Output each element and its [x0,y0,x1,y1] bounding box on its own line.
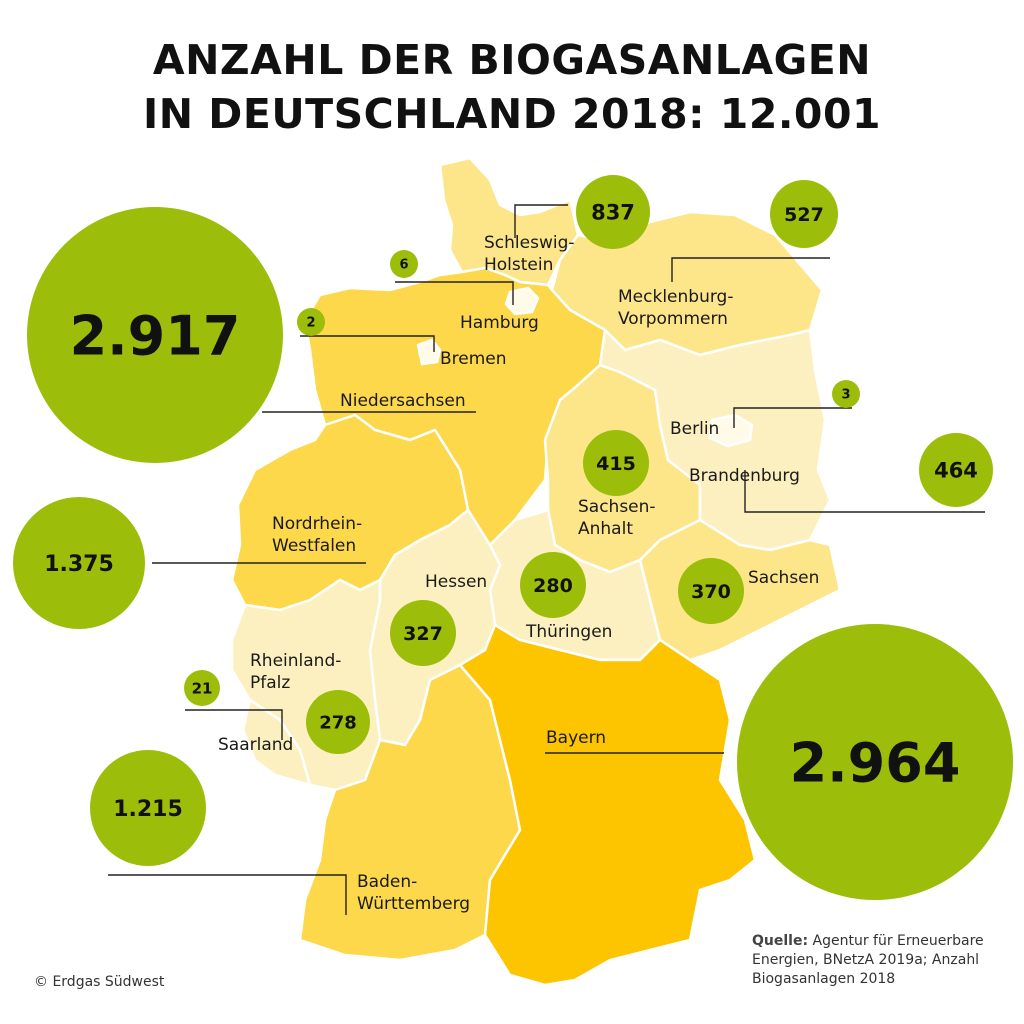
source-note: Quelle: Agentur für Erneuerbare Energien… [752,932,1012,989]
state-label-line: Sachsen [748,568,819,588]
state-label-rheinland-pfalz: Rheinland-Pfalz [250,651,341,693]
state-label-bayern: Bayern [546,728,606,748]
state-label-sachsen-anhalt: Sachsen-Anhalt [578,497,656,539]
leader-line-bremen [300,335,435,352]
leader-line-berlin [733,407,852,428]
count-value-baden-wuerttemberg: 1.215 [113,797,183,822]
state-label-line: Württemberg [357,894,470,914]
count-value-sachsen-anhalt: 415 [596,453,636,475]
count-value-schleswig-holstein: 837 [591,201,635,225]
count-value-berlin: 3 [841,388,850,403]
state-label-niedersachsen: Niedersachsen [340,391,466,411]
count-value-thueringen: 280 [533,575,573,597]
state-label-line: Berlin [670,419,719,439]
count-bubble-mecklenburg-vorpommern [770,180,838,248]
title-line-1: ANZAHL DER BIOGASANLAGEN [152,36,872,84]
count-value-mecklenburg-vorpommern: 527 [784,204,824,226]
region-bayern [458,623,757,987]
leader-line-schleswig-holstein [514,204,568,238]
count-bubble-sachsen [678,558,744,624]
state-label-line: Anhalt [578,519,633,539]
state-label-line: Vorpommern [618,309,728,329]
leader-line-brandenburg [744,470,985,513]
count-bubble-saarland [184,670,220,706]
count-bubble-niedersachsen [27,207,283,463]
region-hamburg [504,286,540,316]
state-label-bremen: Bremen [440,349,507,369]
count-bubble-brandenburg [919,433,993,507]
count-bubble-thueringen [520,552,586,618]
leader-line-hamburg [395,281,514,305]
count-value-hamburg: 6 [399,258,408,273]
state-label-line: Niedersachsen [340,391,466,411]
state-label-line: Nordrhein- [272,514,362,534]
state-label-line: Hamburg [460,313,539,333]
count-bubble-hamburg [390,250,418,278]
region-schleswig-holstein [438,156,580,287]
count-value-bayern: 2.964 [790,731,961,794]
state-label-line: Holstein [484,255,553,275]
copyright: © Erdgas Südwest [34,974,165,990]
count-value-nordrhein-westfalen: 1.375 [44,552,114,577]
count-bubble-bayern [737,624,1013,900]
count-bubble-nordrhein-westfalen [13,497,145,629]
state-label-sachsen: Sachsen [748,568,819,588]
region-saarland [241,697,312,787]
count-value-bremen: 2 [306,316,315,331]
state-label-thueringen: Thüringen [525,622,612,642]
count-bubble-rheinland-pfalz [306,690,370,754]
leader-line-saarland [185,709,283,740]
leader-line-baden-wuerttemberg [108,874,347,915]
state-label-line: Brandenburg [689,466,800,486]
state-label-line: Sachsen- [578,497,656,517]
count-bubble-berlin [832,380,860,408]
state-label-saarland: Saarland [218,735,293,755]
state-label-brandenburg: Brandenburg [689,466,800,486]
count-value-rheinland-pfalz: 278 [319,712,357,733]
count-value-sachsen: 370 [691,581,731,603]
state-label-line: Westfalen [272,536,356,556]
region-berlin [708,413,754,448]
source-text: Agentur für Erneuerbare Energien, BNetzA… [752,933,984,987]
state-label-mecklenburg-vorpommern: Mecklenburg-Vorpommern [618,287,733,329]
state-label-schleswig-holstein: Schleswig-Holstein [484,233,575,275]
title-line-2: IN DEUTSCHLAND 2018: 12.001 [142,90,882,138]
state-label-hessen: Hessen [425,572,487,592]
state-label-line: Mecklenburg- [618,287,733,307]
count-bubble-hessen [390,600,456,666]
count-value-saarland: 21 [192,679,213,697]
state-label-line: Bayern [546,728,606,748]
count-value-hessen: 327 [403,623,443,645]
state-label-line: Bremen [440,349,507,369]
state-label-line: Rheinland- [250,651,341,671]
state-label-line: Baden- [357,872,417,892]
state-label-line: Hessen [425,572,487,592]
state-label-hamburg: Hamburg [460,313,539,333]
count-bubble-baden-wuerttemberg [90,750,206,866]
count-bubble-bremen [297,308,325,336]
state-label-baden-wuerttemberg: Baden-Württemberg [357,872,470,914]
state-label-nordrhein-westfalen: Nordrhein-Westfalen [272,514,362,556]
leader-line-mecklenburg-vorpommern [671,257,830,282]
state-label-line: Saarland [218,735,293,755]
count-bubble-schleswig-holstein [576,175,650,249]
state-label-berlin: Berlin [670,419,719,439]
state-label-line: Pfalz [250,673,290,693]
state-label-line: Thüringen [525,622,612,642]
count-value-niedersachsen: 2.917 [70,304,241,367]
state-label-line: Schleswig- [484,233,575,253]
count-value-brandenburg: 464 [934,459,978,483]
count-bubble-sachsen-anhalt [583,430,649,496]
source-label: Quelle: [752,933,809,949]
